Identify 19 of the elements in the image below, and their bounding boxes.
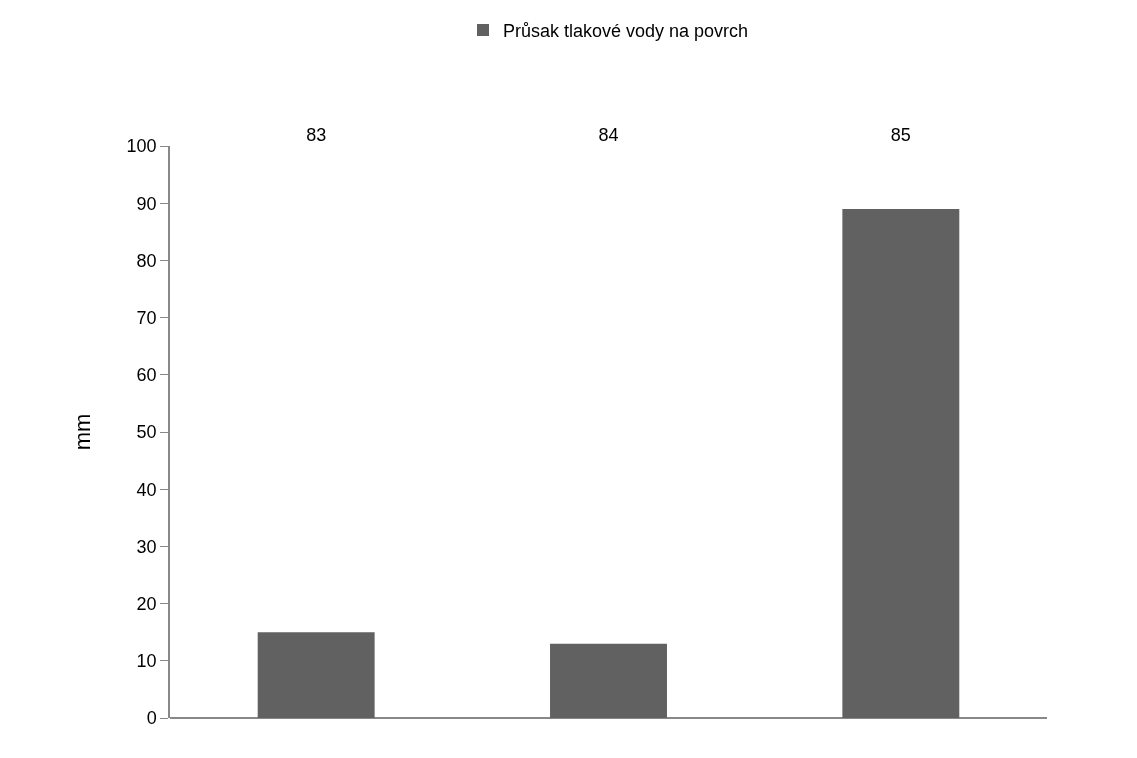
y-axis-title: mm — [69, 413, 95, 451]
x-tick-label: 84 — [598, 125, 619, 146]
x-tick-label: 85 — [890, 125, 911, 146]
y-tick-label: 50 — [136, 422, 157, 443]
bar — [257, 632, 375, 718]
legend-label: Průsak tlakové vody na povrch — [503, 20, 749, 41]
y-tick-label: 60 — [136, 365, 157, 386]
y-tick-label: 40 — [136, 479, 157, 500]
bar — [550, 643, 667, 718]
y-tick-label: 20 — [136, 593, 157, 614]
y-tick-label: 0 — [146, 708, 157, 729]
bar — [842, 208, 960, 718]
y-tick-label: 80 — [136, 250, 157, 271]
x-tick-label: 83 — [306, 125, 327, 146]
y-tick-label: 70 — [136, 307, 157, 328]
y-tick-label: 30 — [136, 536, 157, 557]
y-tick-label: 10 — [136, 651, 157, 672]
y-tick-label: 90 — [136, 193, 157, 214]
y-tick-label: 100 — [126, 136, 157, 157]
